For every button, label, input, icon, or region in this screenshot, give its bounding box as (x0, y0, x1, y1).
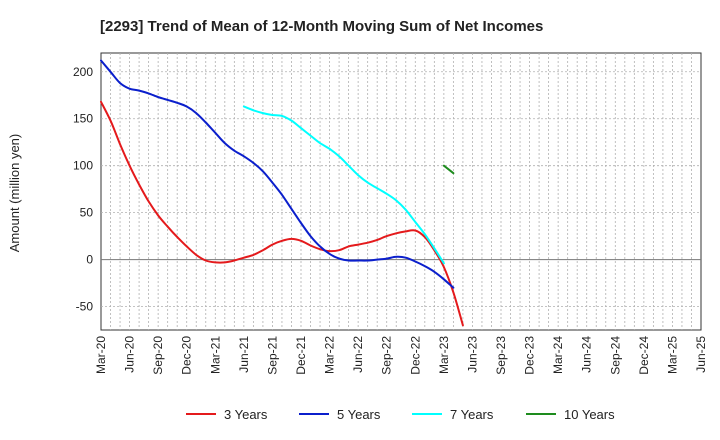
x-tick-label: Mar-25 (665, 336, 679, 374)
x-tick-label: Mar-20 (94, 336, 108, 374)
x-tick-label: Dec-23 (523, 336, 537, 375)
y-tick-label: 200 (73, 65, 93, 79)
y-tick-label: 100 (73, 159, 93, 173)
x-tick-label: Dec-21 (294, 336, 308, 375)
series-line-3-years (100, 100, 464, 327)
x-tick-label: Sep-21 (265, 336, 279, 375)
x-tick-label: Mar-22 (323, 336, 337, 374)
legend-label-7-years: 7 Years (450, 407, 494, 422)
y-tick-label: 150 (73, 112, 93, 126)
x-tick-label: Mar-23 (437, 336, 451, 374)
y-tick-label: -50 (76, 300, 94, 314)
x-tick-label: Sep-24 (608, 336, 622, 375)
y-tick-label: 0 (86, 253, 93, 267)
series-line-10-years (442, 164, 455, 175)
legend: 3 Years 5 Years 7 Years 10 Years (186, 407, 615, 422)
x-tick-label: Jun-21 (237, 336, 251, 373)
x-tick-label: Jun-22 (351, 336, 365, 373)
legend-label-3-years: 3 Years (224, 407, 268, 422)
x-tick-label: Mar-21 (208, 336, 222, 374)
x-tick-label: Jun-24 (580, 336, 594, 373)
x-tick-label: Mar-24 (551, 336, 565, 374)
legend-label-10-years: 10 Years (564, 407, 615, 422)
legend-label-5-years: 5 Years (337, 407, 381, 422)
x-tick-label: Sep-23 (494, 336, 508, 375)
x-tick-label: Jun-23 (465, 336, 479, 373)
plot-frame (100, 52, 702, 331)
x-tick-label: Jun-25 (694, 336, 708, 373)
x-tick-label: Dec-24 (637, 336, 651, 375)
x-tick-label: Dec-22 (408, 336, 422, 375)
plot-area: 200 150 100 50 0 -50 Mar-20 Jun-20 Sep-20 Dec-20 M… (73, 52, 708, 375)
y-tick-label: 50 (80, 206, 94, 220)
series-line-7-years (242, 105, 445, 265)
chart-title: [2293] Trend of Mean of 12-Month Moving … (100, 18, 543, 35)
x-tick-label: Dec-20 (180, 336, 194, 375)
y-axis-title: Amount (million yen) (7, 134, 22, 253)
x-tick-label: Sep-20 (151, 336, 165, 375)
x-tick-label: Sep-22 (380, 336, 394, 375)
x-tick-label: Jun-20 (123, 336, 137, 373)
series-line-5-years (100, 59, 455, 289)
